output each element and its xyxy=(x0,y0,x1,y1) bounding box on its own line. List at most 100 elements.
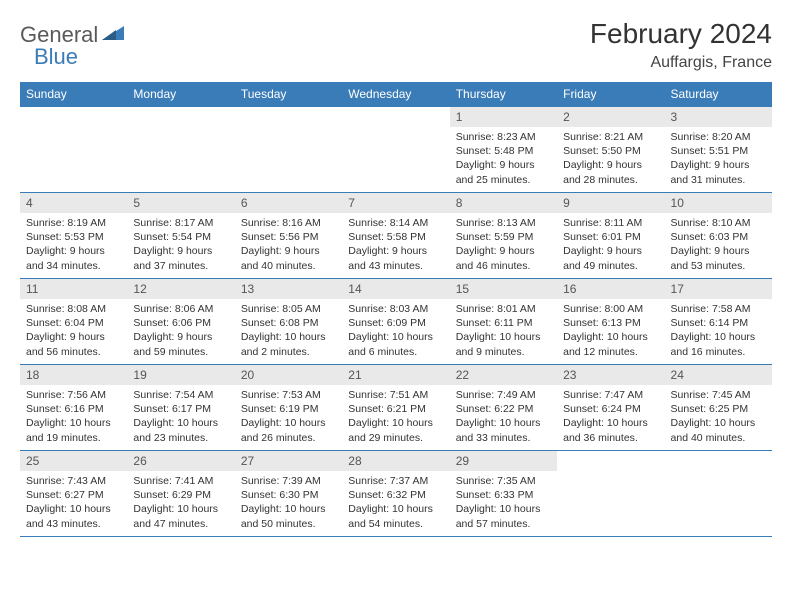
calendar-week-row: 25Sunrise: 7:43 AMSunset: 6:27 PMDayligh… xyxy=(20,451,772,537)
day-number: 17 xyxy=(665,279,772,299)
day-number: 20 xyxy=(235,365,342,385)
day-number: 26 xyxy=(127,451,234,471)
weekday-header: Monday xyxy=(127,82,234,107)
day-details: Sunrise: 8:16 AMSunset: 5:56 PMDaylight:… xyxy=(235,213,342,277)
calendar-day-cell xyxy=(235,107,342,193)
day-details: Sunrise: 8:17 AMSunset: 5:54 PMDaylight:… xyxy=(127,213,234,277)
day-details: Sunrise: 8:14 AMSunset: 5:58 PMDaylight:… xyxy=(342,213,449,277)
page-title: February 2024 xyxy=(590,18,772,50)
calendar-day-cell xyxy=(342,107,449,193)
logo-text-blue: Blue xyxy=(34,44,78,70)
day-details: Sunrise: 8:21 AMSunset: 5:50 PMDaylight:… xyxy=(557,127,664,191)
day-number: 9 xyxy=(557,193,664,213)
day-details: Sunrise: 8:11 AMSunset: 6:01 PMDaylight:… xyxy=(557,213,664,277)
day-details: Sunrise: 7:56 AMSunset: 6:16 PMDaylight:… xyxy=(20,385,127,449)
day-details: Sunrise: 8:08 AMSunset: 6:04 PMDaylight:… xyxy=(20,299,127,363)
day-number: 27 xyxy=(235,451,342,471)
calendar-day-cell: 10Sunrise: 8:10 AMSunset: 6:03 PMDayligh… xyxy=(665,193,772,279)
day-details: Sunrise: 7:49 AMSunset: 6:22 PMDaylight:… xyxy=(450,385,557,449)
calendar-day-cell xyxy=(20,107,127,193)
day-number: 3 xyxy=(665,107,772,127)
calendar-day-cell: 3Sunrise: 8:20 AMSunset: 5:51 PMDaylight… xyxy=(665,107,772,193)
calendar-week-row: 1Sunrise: 8:23 AMSunset: 5:48 PMDaylight… xyxy=(20,107,772,193)
weekday-header: Thursday xyxy=(450,82,557,107)
calendar-day-cell: 20Sunrise: 7:53 AMSunset: 6:19 PMDayligh… xyxy=(235,365,342,451)
day-details: Sunrise: 7:41 AMSunset: 6:29 PMDaylight:… xyxy=(127,471,234,535)
calendar-day-cell xyxy=(665,451,772,537)
calendar-day-cell: 8Sunrise: 8:13 AMSunset: 5:59 PMDaylight… xyxy=(450,193,557,279)
calendar-day-cell: 7Sunrise: 8:14 AMSunset: 5:58 PMDaylight… xyxy=(342,193,449,279)
day-number: 14 xyxy=(342,279,449,299)
day-number: 7 xyxy=(342,193,449,213)
calendar-day-cell: 12Sunrise: 8:06 AMSunset: 6:06 PMDayligh… xyxy=(127,279,234,365)
calendar-day-cell: 13Sunrise: 8:05 AMSunset: 6:08 PMDayligh… xyxy=(235,279,342,365)
day-number: 24 xyxy=(665,365,772,385)
calendar-day-cell: 22Sunrise: 7:49 AMSunset: 6:22 PMDayligh… xyxy=(450,365,557,451)
day-details: Sunrise: 7:45 AMSunset: 6:25 PMDaylight:… xyxy=(665,385,772,449)
day-number: 28 xyxy=(342,451,449,471)
calendar-day-cell xyxy=(557,451,664,537)
day-number: 8 xyxy=(450,193,557,213)
day-number: 16 xyxy=(557,279,664,299)
day-number: 19 xyxy=(127,365,234,385)
day-details: Sunrise: 7:37 AMSunset: 6:32 PMDaylight:… xyxy=(342,471,449,535)
calendar-day-cell: 15Sunrise: 8:01 AMSunset: 6:11 PMDayligh… xyxy=(450,279,557,365)
day-details: Sunrise: 7:54 AMSunset: 6:17 PMDaylight:… xyxy=(127,385,234,449)
calendar-day-cell: 21Sunrise: 7:51 AMSunset: 6:21 PMDayligh… xyxy=(342,365,449,451)
day-number: 10 xyxy=(665,193,772,213)
calendar-day-cell: 27Sunrise: 7:39 AMSunset: 6:30 PMDayligh… xyxy=(235,451,342,537)
day-number: 4 xyxy=(20,193,127,213)
calendar-day-cell: 6Sunrise: 8:16 AMSunset: 5:56 PMDaylight… xyxy=(235,193,342,279)
location-label: Auffargis, France xyxy=(590,54,772,72)
calendar-header-row: SundayMondayTuesdayWednesdayThursdayFrid… xyxy=(20,82,772,107)
day-details: Sunrise: 8:23 AMSunset: 5:48 PMDaylight:… xyxy=(450,127,557,191)
day-number: 21 xyxy=(342,365,449,385)
weekday-header: Tuesday xyxy=(235,82,342,107)
day-details: Sunrise: 8:10 AMSunset: 6:03 PMDaylight:… xyxy=(665,213,772,277)
title-block: February 2024 Auffargis, France xyxy=(590,18,772,72)
day-details: Sunrise: 8:00 AMSunset: 6:13 PMDaylight:… xyxy=(557,299,664,363)
day-number: 5 xyxy=(127,193,234,213)
header: General February 2024 Auffargis, France xyxy=(20,18,772,72)
calendar-week-row: 11Sunrise: 8:08 AMSunset: 6:04 PMDayligh… xyxy=(20,279,772,365)
calendar-day-cell: 14Sunrise: 8:03 AMSunset: 6:09 PMDayligh… xyxy=(342,279,449,365)
calendar-week-row: 4Sunrise: 8:19 AMSunset: 5:53 PMDaylight… xyxy=(20,193,772,279)
day-number: 23 xyxy=(557,365,664,385)
day-details: Sunrise: 7:58 AMSunset: 6:14 PMDaylight:… xyxy=(665,299,772,363)
day-number: 18 xyxy=(20,365,127,385)
calendar-table: SundayMondayTuesdayWednesdayThursdayFrid… xyxy=(20,82,772,537)
day-details: Sunrise: 7:39 AMSunset: 6:30 PMDaylight:… xyxy=(235,471,342,535)
weekday-header: Sunday xyxy=(20,82,127,107)
day-number: 22 xyxy=(450,365,557,385)
day-number: 15 xyxy=(450,279,557,299)
day-details: Sunrise: 7:51 AMSunset: 6:21 PMDaylight:… xyxy=(342,385,449,449)
day-details: Sunrise: 8:06 AMSunset: 6:06 PMDaylight:… xyxy=(127,299,234,363)
calendar-day-cell: 11Sunrise: 8:08 AMSunset: 6:04 PMDayligh… xyxy=(20,279,127,365)
logo-blue-row: Blue xyxy=(32,44,78,70)
day-number: 2 xyxy=(557,107,664,127)
calendar-day-cell: 28Sunrise: 7:37 AMSunset: 6:32 PMDayligh… xyxy=(342,451,449,537)
weekday-header: Friday xyxy=(557,82,664,107)
day-number: 25 xyxy=(20,451,127,471)
day-number: 6 xyxy=(235,193,342,213)
day-details: Sunrise: 8:03 AMSunset: 6:09 PMDaylight:… xyxy=(342,299,449,363)
day-number: 13 xyxy=(235,279,342,299)
day-details: Sunrise: 7:47 AMSunset: 6:24 PMDaylight:… xyxy=(557,385,664,449)
day-number: 11 xyxy=(20,279,127,299)
day-details: Sunrise: 7:43 AMSunset: 6:27 PMDaylight:… xyxy=(20,471,127,535)
logo-triangle-icon xyxy=(102,24,124,47)
calendar-day-cell: 19Sunrise: 7:54 AMSunset: 6:17 PMDayligh… xyxy=(127,365,234,451)
day-details: Sunrise: 8:19 AMSunset: 5:53 PMDaylight:… xyxy=(20,213,127,277)
calendar-day-cell: 9Sunrise: 8:11 AMSunset: 6:01 PMDaylight… xyxy=(557,193,664,279)
weekday-header: Wednesday xyxy=(342,82,449,107)
day-number: 12 xyxy=(127,279,234,299)
calendar-day-cell: 24Sunrise: 7:45 AMSunset: 6:25 PMDayligh… xyxy=(665,365,772,451)
day-details: Sunrise: 7:53 AMSunset: 6:19 PMDaylight:… xyxy=(235,385,342,449)
calendar-day-cell: 16Sunrise: 8:00 AMSunset: 6:13 PMDayligh… xyxy=(557,279,664,365)
calendar-day-cell: 2Sunrise: 8:21 AMSunset: 5:50 PMDaylight… xyxy=(557,107,664,193)
calendar-day-cell: 4Sunrise: 8:19 AMSunset: 5:53 PMDaylight… xyxy=(20,193,127,279)
calendar-day-cell: 26Sunrise: 7:41 AMSunset: 6:29 PMDayligh… xyxy=(127,451,234,537)
calendar-day-cell xyxy=(127,107,234,193)
day-details: Sunrise: 8:05 AMSunset: 6:08 PMDaylight:… xyxy=(235,299,342,363)
day-number: 1 xyxy=(450,107,557,127)
